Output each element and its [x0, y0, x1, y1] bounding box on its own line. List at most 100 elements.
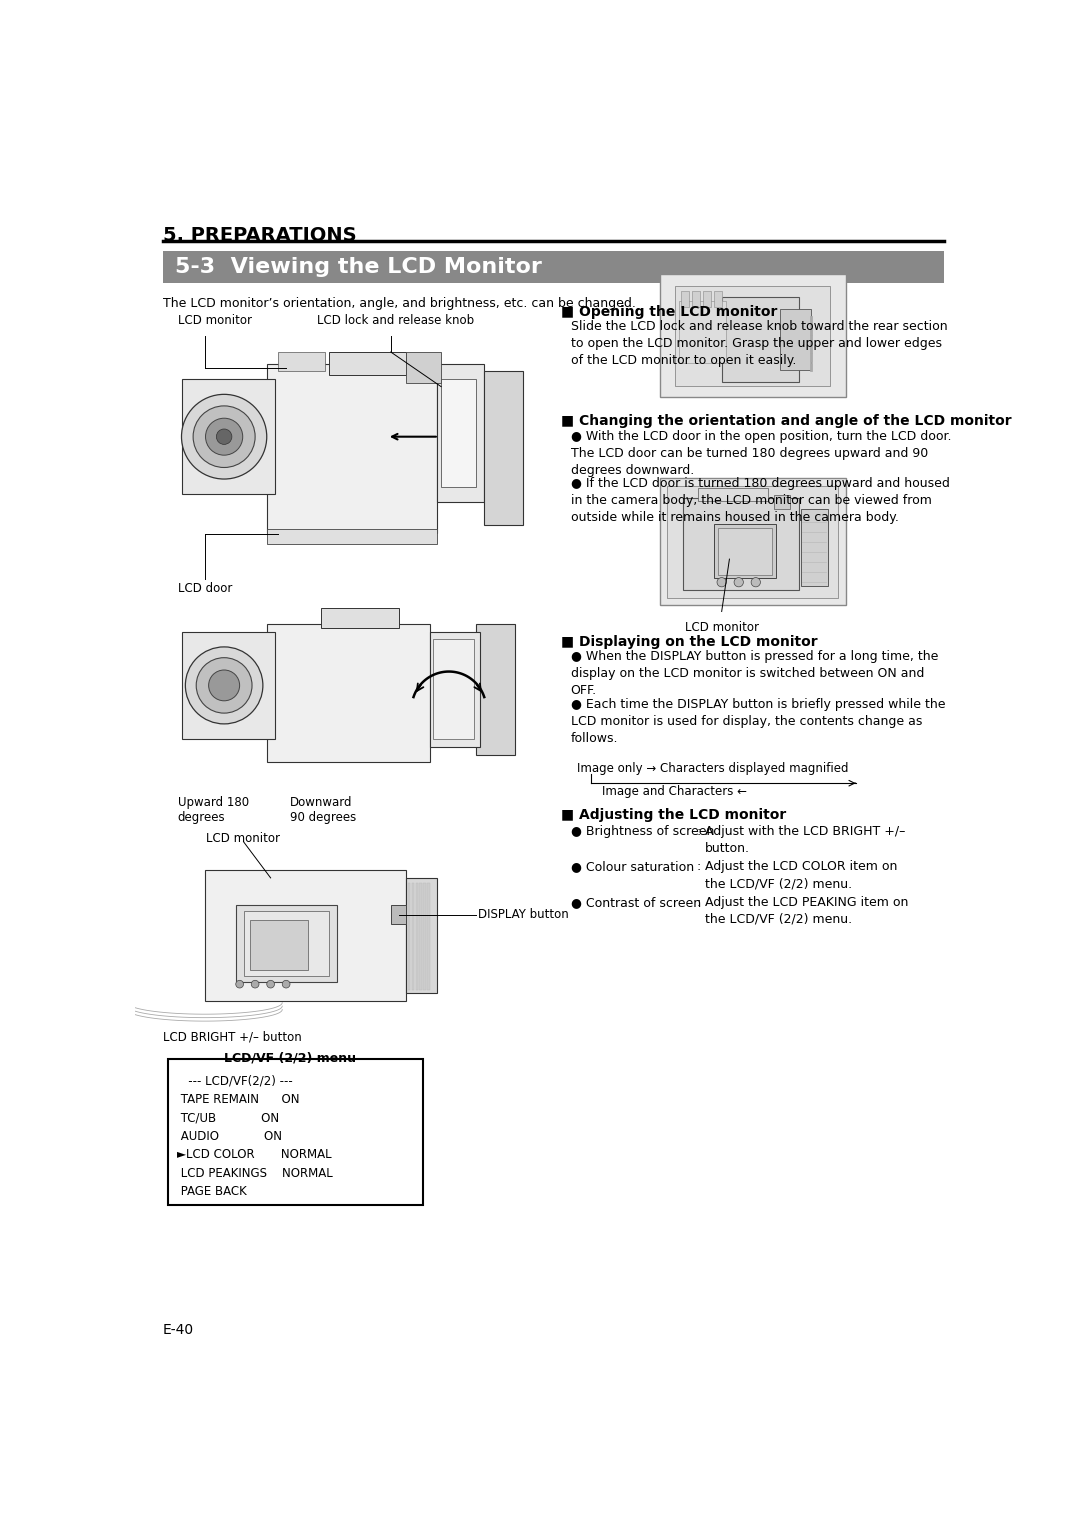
- Bar: [699, 487, 768, 501]
- Bar: [419, 883, 422, 990]
- Text: Image only → Characters displayed magnified: Image only → Characters displayed magnif…: [577, 761, 848, 775]
- Bar: [660, 274, 846, 397]
- Bar: [235, 905, 337, 983]
- Text: ■ Adjusting the LCD monitor: ■ Adjusting the LCD monitor: [562, 808, 786, 822]
- Text: PAGE BACK: PAGE BACK: [177, 1186, 246, 1198]
- Bar: [243, 911, 328, 976]
- Bar: [167, 1059, 423, 1206]
- Text: ● Colour saturation: ● Colour saturation: [570, 860, 693, 872]
- Bar: [267, 364, 437, 533]
- Text: LCD monitor: LCD monitor: [685, 620, 758, 634]
- Bar: [714, 292, 721, 307]
- Bar: [681, 292, 689, 307]
- Bar: [279, 351, 325, 371]
- Text: ● Brightness of screen: ● Brightness of screen: [570, 825, 714, 837]
- Bar: [408, 883, 410, 990]
- Text: ■ Opening the LCD monitor: ■ Opening the LCD monitor: [562, 306, 778, 319]
- Bar: [721, 298, 799, 382]
- Circle shape: [252, 981, 259, 989]
- Text: Upward 180
degrees: Upward 180 degrees: [177, 796, 248, 824]
- Text: Adjust the LCD COLOR item on
the LCD/VF (2/2) menu.: Adjust the LCD COLOR item on the LCD/VF …: [704, 860, 897, 891]
- Text: TC/UB            ON: TC/UB ON: [177, 1111, 279, 1125]
- Text: LCD BRIGHT +/– button: LCD BRIGHT +/– button: [163, 1030, 301, 1044]
- Bar: [328, 351, 406, 374]
- Bar: [181, 631, 274, 740]
- Bar: [428, 883, 430, 990]
- Bar: [163, 251, 944, 284]
- Text: LCD monitor: LCD monitor: [206, 831, 281, 845]
- Text: ● Each time the DISPLAY button is briefly pressed while the
LCD monitor is used : ● Each time the DISPLAY button is briefl…: [570, 698, 945, 744]
- Text: ■ Displaying on the LCD monitor: ■ Displaying on the LCD monitor: [562, 634, 818, 648]
- Text: Downward
90 degrees: Downward 90 degrees: [291, 796, 356, 824]
- Text: 5. PREPARATIONS: 5. PREPARATIONS: [163, 226, 356, 244]
- Text: ● With the LCD door in the open position, turn the LCD door.
The LCD door can be: ● With the LCD door in the open position…: [570, 429, 951, 477]
- Bar: [205, 871, 406, 1001]
- Text: :: :: [697, 860, 701, 872]
- Text: LCD monitor: LCD monitor: [177, 315, 252, 327]
- Bar: [703, 292, 711, 307]
- Circle shape: [186, 646, 262, 724]
- Text: ►LCD COLOR       NORMAL: ►LCD COLOR NORMAL: [177, 1148, 332, 1161]
- Text: Slide the LCD lock and release knob toward the rear section
to open the LCD moni: Slide the LCD lock and release knob towa…: [570, 321, 947, 367]
- Bar: [267, 623, 430, 762]
- Bar: [718, 529, 772, 575]
- Bar: [406, 879, 437, 993]
- Text: 5-3  Viewing the LCD Monitor: 5-3 Viewing the LCD Monitor: [175, 257, 542, 277]
- Bar: [437, 364, 484, 503]
- Circle shape: [193, 406, 255, 468]
- Bar: [267, 529, 437, 544]
- Text: ● Contrast of screen: ● Contrast of screen: [570, 895, 701, 909]
- Circle shape: [717, 578, 727, 587]
- Text: ● If the LCD door is turned 180 degrees upward and housed
in the camera body, th: ● If the LCD door is turned 180 degrees …: [570, 477, 949, 524]
- Text: TAPE REMAIN      ON: TAPE REMAIN ON: [177, 1093, 299, 1106]
- Bar: [423, 883, 426, 990]
- Bar: [433, 639, 474, 740]
- Bar: [774, 495, 789, 509]
- Text: Adjust with the LCD BRIGHT +/–
button.: Adjust with the LCD BRIGHT +/– button.: [704, 825, 905, 854]
- Bar: [411, 883, 414, 990]
- Text: Image and Characters ←: Image and Characters ←: [602, 785, 746, 798]
- Bar: [675, 286, 831, 387]
- Bar: [780, 309, 811, 370]
- Text: ● When the DISPLAY button is pressed for a long time, the
display on the LCD mon: ● When the DISPLAY button is pressed for…: [570, 649, 937, 697]
- Text: The LCD monitor’s orientation, angle, and brightness, etc. can be changed.: The LCD monitor’s orientation, angle, an…: [163, 298, 636, 310]
- Bar: [679, 301, 726, 362]
- Bar: [683, 498, 799, 590]
- Text: :: :: [697, 895, 701, 909]
- Bar: [391, 905, 406, 924]
- Text: E-40: E-40: [163, 1323, 194, 1337]
- Text: LCD/VF (2/2) menu: LCD/VF (2/2) menu: [224, 1051, 356, 1063]
- Bar: [667, 486, 838, 597]
- Text: --- LCD/VF(2/2) ---: --- LCD/VF(2/2) ---: [177, 1074, 293, 1088]
- Bar: [406, 351, 441, 384]
- Circle shape: [181, 394, 267, 480]
- Bar: [430, 631, 480, 747]
- Text: LCD door: LCD door: [177, 582, 232, 596]
- Bar: [416, 883, 418, 990]
- Circle shape: [734, 578, 743, 587]
- Bar: [249, 920, 308, 970]
- Circle shape: [205, 419, 243, 455]
- Circle shape: [267, 981, 274, 989]
- Circle shape: [235, 981, 243, 989]
- Text: DISPLAY button: DISPLAY button: [477, 908, 568, 921]
- Text: ■ Changing the orientation and angle of the LCD monitor: ■ Changing the orientation and angle of …: [562, 414, 1012, 428]
- Bar: [692, 292, 700, 307]
- Bar: [800, 509, 828, 587]
- Bar: [660, 478, 846, 605]
- Text: Adjust the LCD PEAKING item on
the LCD/VF (2/2) menu.: Adjust the LCD PEAKING item on the LCD/V…: [704, 895, 908, 926]
- Circle shape: [282, 981, 291, 989]
- Circle shape: [208, 669, 240, 701]
- Bar: [714, 524, 775, 579]
- Circle shape: [216, 429, 232, 445]
- Text: AUDIO            ON: AUDIO ON: [177, 1129, 282, 1143]
- Circle shape: [197, 657, 252, 714]
- Bar: [321, 608, 399, 628]
- Text: LCD PEAKINGS    NORMAL: LCD PEAKINGS NORMAL: [177, 1167, 333, 1180]
- Circle shape: [751, 578, 760, 587]
- Bar: [441, 379, 476, 487]
- Bar: [484, 371, 523, 526]
- Bar: [476, 623, 515, 755]
- Text: LCD lock and release knob: LCD lock and release knob: [318, 315, 474, 327]
- Bar: [181, 379, 274, 495]
